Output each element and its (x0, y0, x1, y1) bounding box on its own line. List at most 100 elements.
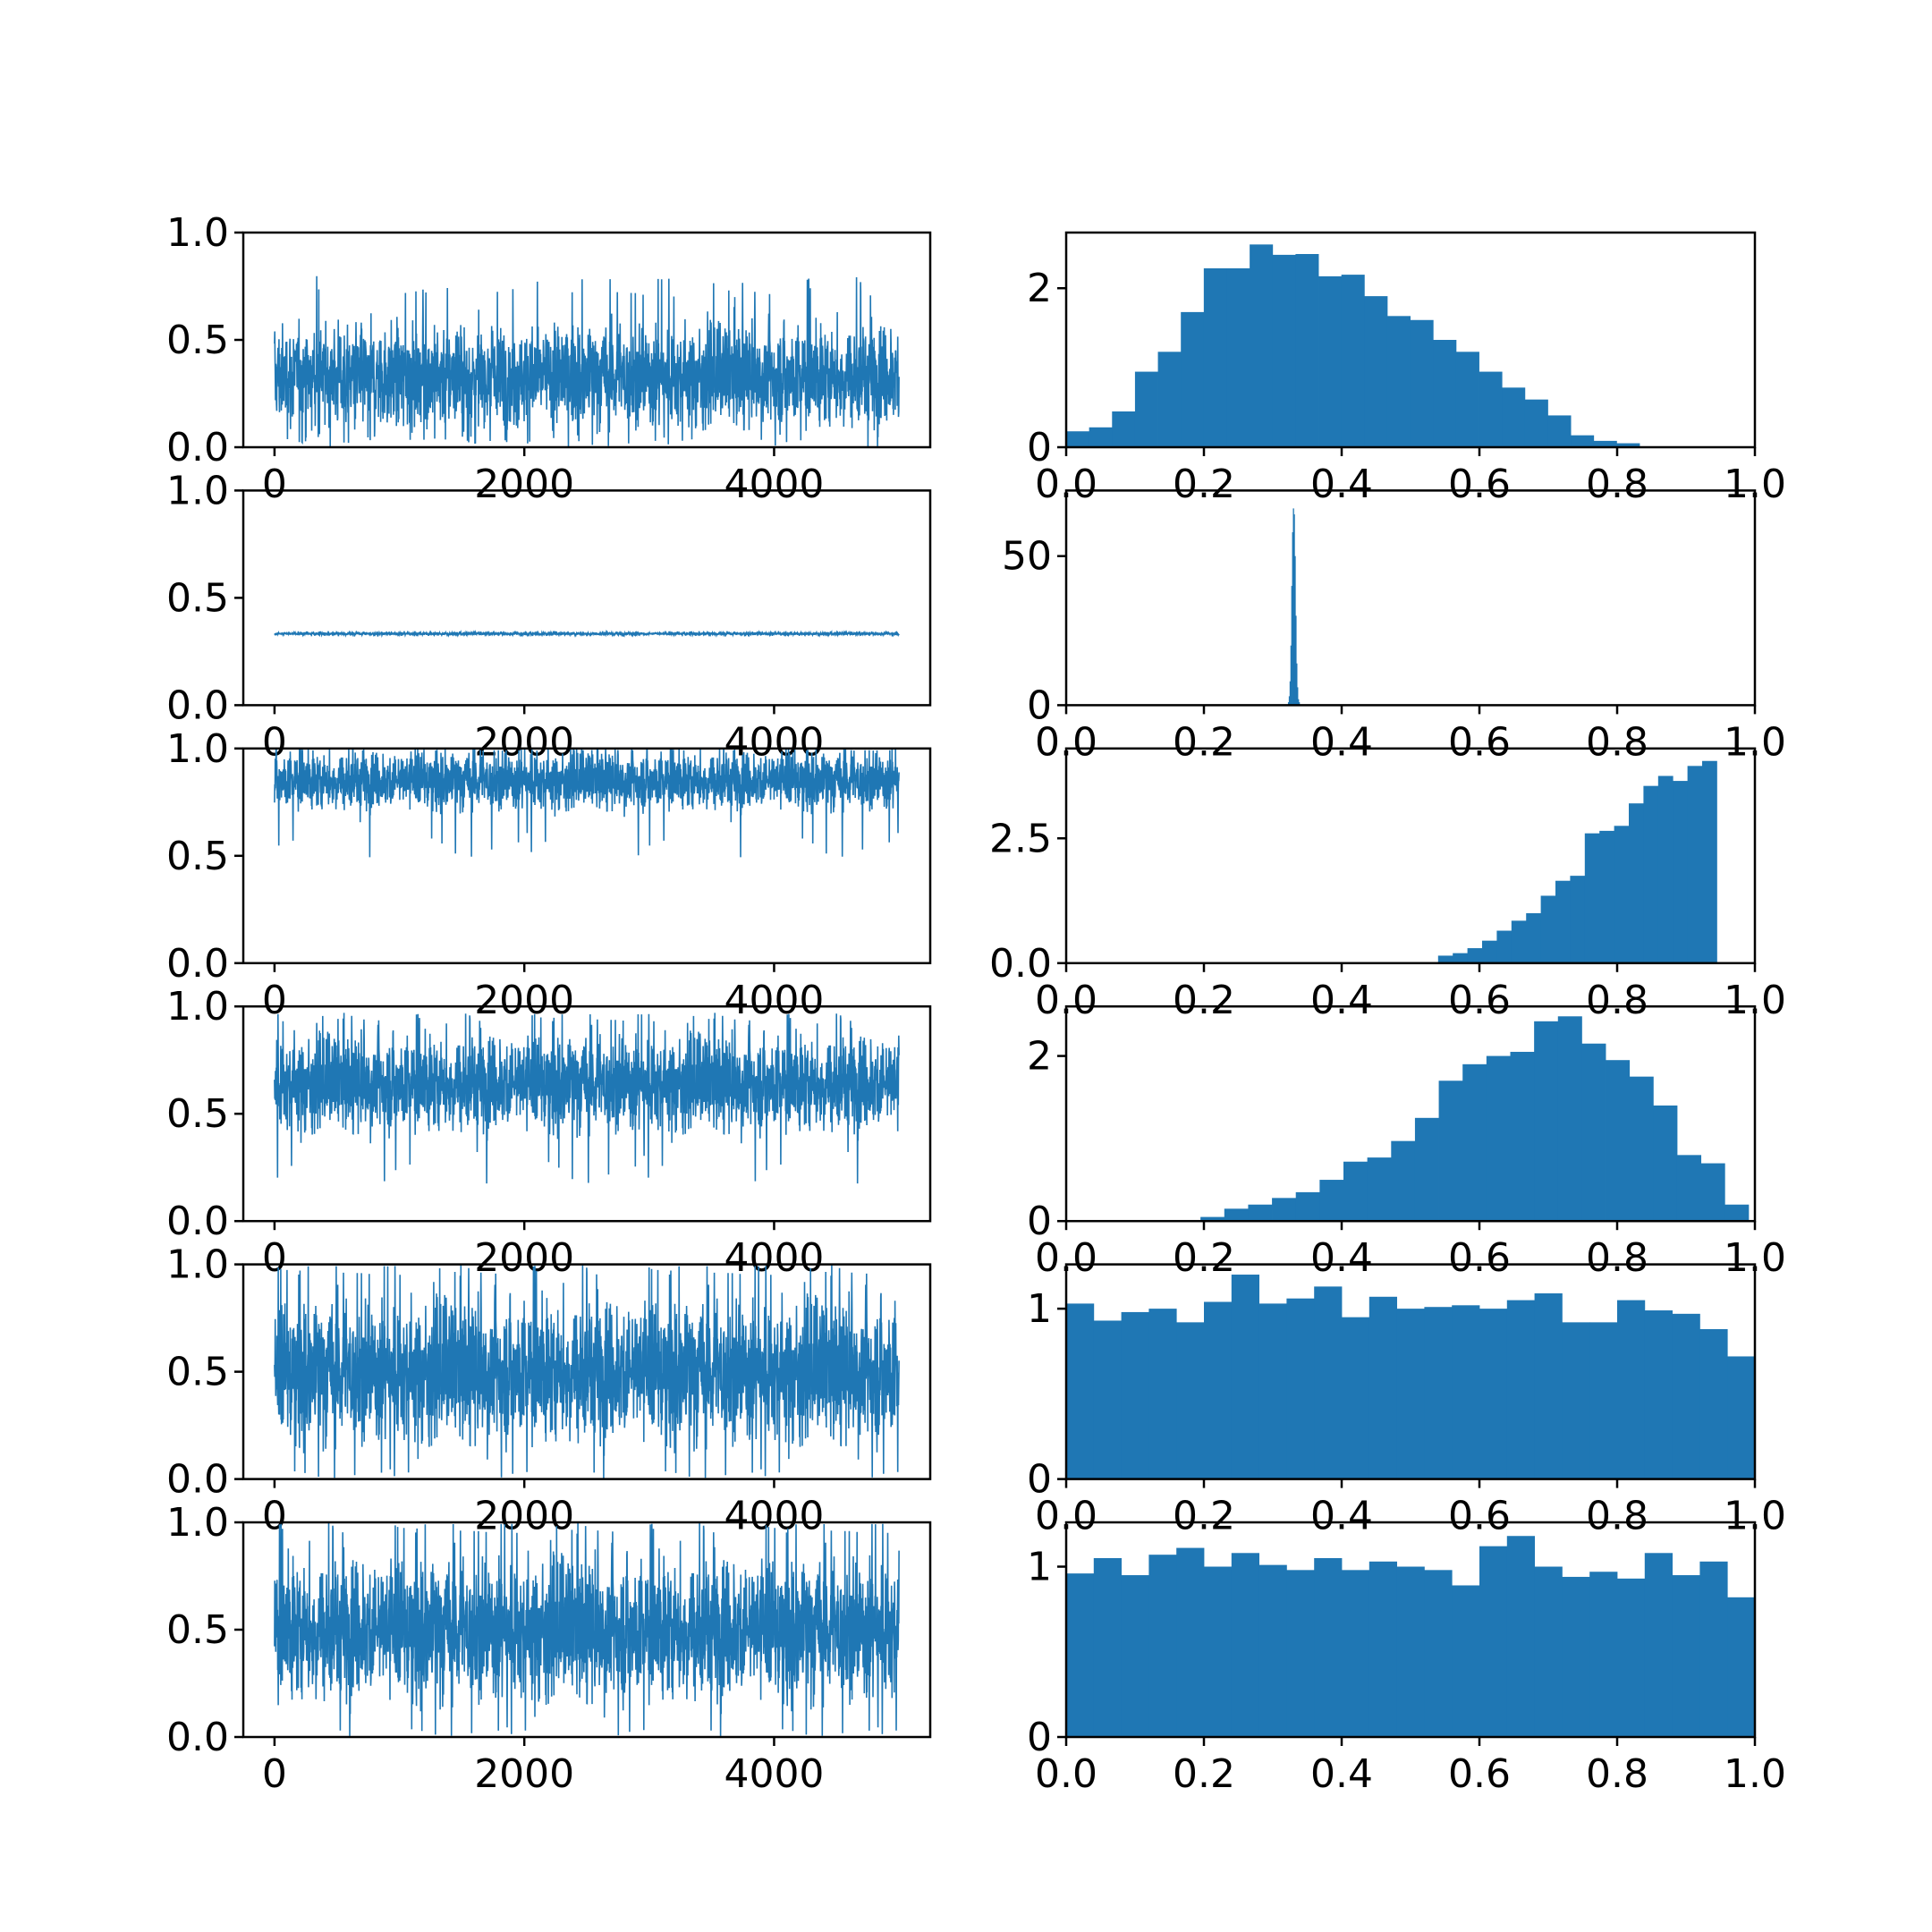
hist-3-bar (1702, 760, 1717, 963)
hist-5-frame (1064, 1263, 1757, 1480)
hist-5-bar (1534, 1292, 1563, 1479)
trace-6-ytick-label: 0.0 (166, 1715, 229, 1760)
hist-3-bar (1687, 766, 1703, 963)
hist-1-bar (1410, 319, 1434, 447)
hist-6-bar (1562, 1576, 1590, 1737)
trace-2-ytick-label: 1.0 (166, 468, 229, 513)
hist-4-ytick-label: 2 (1027, 1034, 1052, 1080)
hist-4-bar (1200, 1216, 1225, 1222)
trace-5-series-line (274, 1264, 900, 1479)
hist-1-ytick-label: 0 (1027, 425, 1052, 470)
hist-1-bar (1295, 254, 1319, 447)
hist-5-bar (1204, 1301, 1233, 1479)
hist-4-xtick-label: 0.6 (1448, 1235, 1511, 1281)
hist-2-bar (1295, 615, 1297, 706)
hist-4-bar (1438, 1080, 1463, 1222)
hist-6-xtick-label: 0.8 (1586, 1751, 1648, 1797)
hist-6-xtick-label: 1.0 (1724, 1751, 1786, 1797)
hist-5-bar (1617, 1300, 1646, 1479)
hist-1-bar (1571, 435, 1595, 447)
trace-3-ytick-label: 0.0 (166, 941, 229, 987)
hist-4-bar (1700, 1163, 1725, 1222)
trace-1-panel: 0.0 0.5 1.0 0 2000 4000 (166, 210, 932, 507)
hist-6-ytick-label: 1 (1027, 1545, 1052, 1590)
hist-2-bar (1298, 699, 1300, 706)
hist-1-bar (1089, 427, 1113, 447)
hist-3-bar (1526, 912, 1542, 963)
trace-4-xtick-label: 2000 (474, 1235, 574, 1281)
hist-6-bar (1506, 1536, 1535, 1737)
hist-2-bar (1292, 532, 1293, 706)
hist-4-bar (1724, 1204, 1750, 1222)
hist-3-xtick-label: 0.2 (1173, 978, 1235, 1023)
hist-6-bar (1231, 1553, 1259, 1737)
hist-6-bar (1176, 1547, 1205, 1737)
trace-4-ytick-label: 0.0 (166, 1199, 229, 1244)
hist-3-bar (1555, 880, 1571, 963)
hist-6-bar (1314, 1558, 1343, 1737)
trace-1-xtick-label: 4000 (724, 462, 824, 507)
hist-1-panel: 020.0 0.2 0.4 0.6 0.8 1.0 (1027, 231, 1786, 507)
hist-1-plot-area (1066, 244, 1664, 447)
hist-6-bar (1204, 1566, 1233, 1737)
hist-6-bar (1727, 1597, 1755, 1737)
hist-1-bar (1134, 371, 1158, 447)
hist-1-bar (1181, 311, 1205, 447)
hist-1-bar (1433, 340, 1457, 447)
hist-4-bar (1367, 1157, 1392, 1222)
hist-2-ytick-label: 50 (1002, 534, 1052, 580)
trace-2-panel: 0.00.51.00 2000 4000 (166, 468, 932, 765)
hist-6-bar (1258, 1564, 1287, 1737)
hist-6-bar (1479, 1546, 1508, 1737)
trace-3-series-line (274, 748, 900, 858)
hist-3-bar (1437, 955, 1453, 963)
hist-3-panel: 0.02.50.0 0.2 0.4 0.6 0.8 1.0 (989, 747, 1786, 1023)
hist-6-ytick-label: 0 (1027, 1715, 1052, 1760)
trace-5-ytick-label: 0.5 (166, 1350, 229, 1395)
hist-1-bar (1250, 244, 1274, 447)
hist-4-bar (1272, 1198, 1297, 1222)
hist-5-xtick-label: 0.4 (1310, 1494, 1373, 1539)
hist-4-panel: 020.0 0.2 0.4 0.6 0.8 1.0 (1027, 1004, 1786, 1281)
trace-6-xtick-label: 2000 (474, 1751, 574, 1797)
hist-3-frame (1064, 747, 1757, 965)
hist-5-bar (1562, 1322, 1590, 1479)
hist-6-bar (1368, 1561, 1397, 1737)
hist-1-bar (1616, 443, 1640, 447)
hist-5-plot-area (1066, 1275, 1755, 1479)
hist-5-bar (1342, 1317, 1370, 1479)
hist-6-bar (1342, 1570, 1370, 1737)
hist-4-bar (1224, 1208, 1249, 1222)
hist-4-bar (1534, 1021, 1559, 1222)
hist-5-bar (1727, 1356, 1755, 1479)
hist-6-xtick-label: 0.4 (1310, 1751, 1373, 1797)
hist-2-bar (1290, 645, 1292, 706)
hist-2-bar (1287, 702, 1290, 706)
hist-6-bar (1534, 1566, 1563, 1737)
hist-3-bar (1467, 948, 1483, 963)
hist-2-bar (1288, 696, 1291, 706)
hist-6-bar (1396, 1566, 1425, 1737)
hist-1-bar (1112, 411, 1136, 447)
trace-4-plot-area (274, 1013, 900, 1184)
hist-3-xtick-label: 0.8 (1586, 978, 1648, 1023)
trace-1-plot-area (274, 275, 900, 447)
hist-1-xtick-label: 0.2 (1173, 462, 1235, 507)
hist-1-bar (1272, 254, 1296, 447)
hist-2-xtick-label: 0.4 (1310, 719, 1373, 765)
hist-1-bar (1502, 387, 1526, 447)
hist-1-bar (1066, 431, 1090, 447)
trace-3-xtick-label: 4000 (724, 978, 824, 1023)
hist-4-bar (1676, 1155, 1702, 1222)
trace-5-ytick-label: 1.0 (166, 1242, 229, 1288)
hist-4-bar (1414, 1117, 1439, 1222)
hist-2-bar (1297, 687, 1299, 706)
hist-6-bar (1121, 1575, 1149, 1737)
hist-5-ytick-label: 0 (1027, 1457, 1052, 1503)
trace-3-frame (242, 747, 932, 965)
hist-2-bar (1298, 702, 1301, 706)
trace-5-ytick-label: 0.0 (166, 1457, 229, 1503)
hist-1-bar (1341, 275, 1365, 447)
trace-3-panel: 0.0 0.5 1.0 0 2000 4000 (166, 726, 932, 1023)
hist-4-bar (1391, 1140, 1416, 1222)
